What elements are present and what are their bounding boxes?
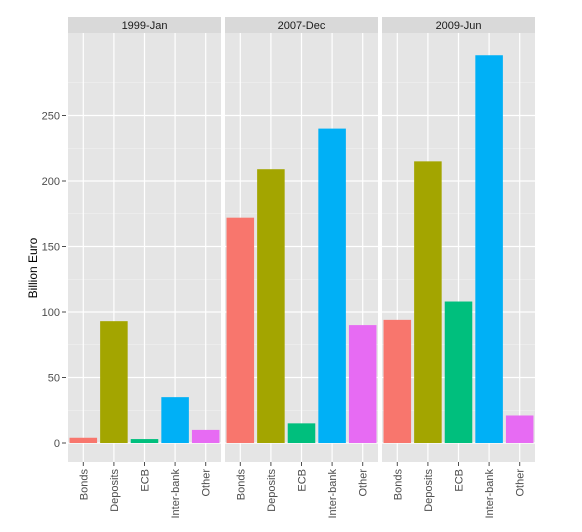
y-tick-label: 100 <box>42 307 60 319</box>
bar-other <box>191 429 220 443</box>
bar-ecb <box>287 423 316 443</box>
x-tick-label: Deposits <box>423 469 435 512</box>
bar-deposits <box>257 169 285 443</box>
facet-strip <box>225 17 378 33</box>
x-tick-label: Inter-bank <box>327 469 339 519</box>
x-tick-label: Other <box>201 469 213 497</box>
x-tick-label: Other <box>515 469 527 497</box>
x-tick-label: ECB <box>297 469 309 492</box>
y-axis-title: Billion Euro <box>26 237 40 298</box>
bar-inter-bank <box>161 397 189 443</box>
bar-deposits <box>414 161 442 443</box>
x-tick-label: Bonds <box>392 469 404 501</box>
x-tick-label: Other <box>358 469 370 497</box>
x-tick-label: ECB <box>140 469 152 492</box>
bar-bonds <box>69 437 98 443</box>
facet-strip <box>68 17 221 33</box>
facet-panel: 2007-Dec Bonds Deposits ECB Inter-bank Other <box>225 17 378 519</box>
bar-bonds <box>383 319 412 443</box>
facet-strip-label: 1999-Jan <box>122 20 168 32</box>
bar-other <box>348 325 377 443</box>
x-tick-label: Inter-bank <box>170 469 182 519</box>
x-tick-label: Inter-bank <box>484 469 496 519</box>
y-tick-label: 50 <box>48 373 60 385</box>
bar-bonds <box>226 217 255 443</box>
y-tick-label: 0 <box>54 438 60 450</box>
y-tick-label: 200 <box>42 176 60 188</box>
bar-deposits <box>100 321 128 443</box>
y-axis: 0 50 100 150 200 250 <box>42 111 66 450</box>
x-tick-label: Bonds <box>78 469 90 501</box>
facet-strip <box>382 17 535 33</box>
bar-ecb <box>444 301 473 443</box>
facet-strip-label: 2007-Dec <box>278 20 326 32</box>
bar-inter-bank <box>475 55 503 444</box>
bar-inter-bank <box>318 128 346 443</box>
bar-other <box>505 415 534 443</box>
x-tick-label: ECB <box>454 469 466 492</box>
x-tick-label: Deposits <box>109 469 121 512</box>
y-tick-label: 150 <box>42 242 60 254</box>
y-tick-label: 250 <box>42 111 60 123</box>
bar-ecb <box>130 439 159 443</box>
x-tick-label: Deposits <box>266 469 278 512</box>
facet-panel: 2009-Jun Bonds Deposits ECB Inter-bank Other <box>382 17 535 519</box>
facet-strip-label: 2009-Jun <box>436 20 482 32</box>
facet-panel: 1999-Jan Bonds Deposits ECB Inter-bank Other <box>68 17 221 519</box>
x-tick-label: Bonds <box>235 469 247 501</box>
